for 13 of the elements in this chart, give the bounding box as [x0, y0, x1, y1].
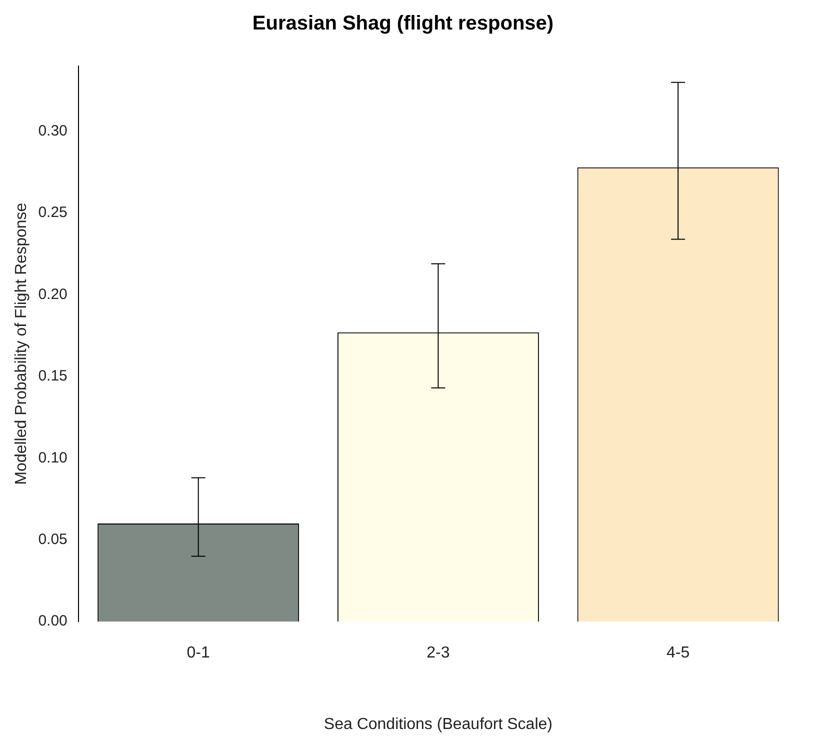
x-axis-title: Sea Conditions (Beaufort Scale) — [324, 716, 552, 733]
y-tick-label: 0.10 — [38, 449, 68, 466]
y-tick-label: 0.05 — [38, 531, 68, 548]
y-tick-label: 0.30 — [38, 122, 68, 140]
x-tick-label: 0-1 — [186, 644, 210, 662]
y-tick-label: 0.15 — [38, 368, 68, 385]
x-tick-label: 4-5 — [666, 644, 690, 662]
y-axis-title: Modelled Probability of Flight Response — [13, 202, 30, 485]
y-tick-label: 0.00 — [38, 612, 68, 630]
y-tick-label: 0.20 — [38, 286, 68, 303]
x-tick-label: 2-3 — [426, 644, 450, 662]
y-tick-label: 0.25 — [38, 204, 68, 222]
chart-title: Eurasian Shag (flight response) — [252, 12, 554, 35]
